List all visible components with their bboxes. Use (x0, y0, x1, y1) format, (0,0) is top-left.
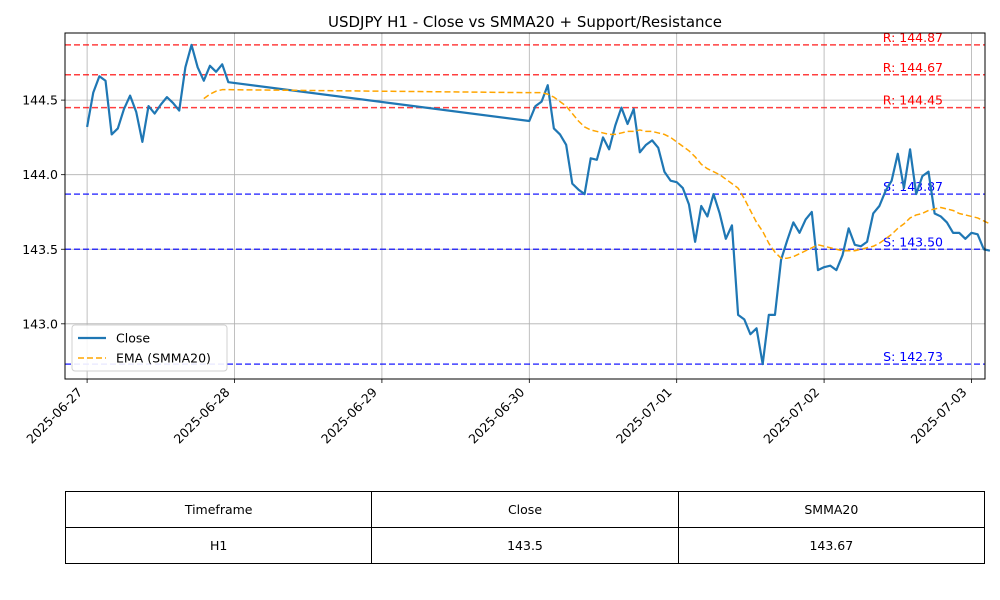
table-header: SMMA20 (677, 491, 986, 528)
legend-label: Close (116, 331, 150, 346)
support-label: S: 142.73 (883, 349, 943, 364)
x-tick-label: 2025-06-27 (23, 385, 85, 447)
x-tick-label: 2025-06-29 (318, 384, 380, 446)
table-cell: 143.67 (677, 527, 986, 564)
support-label: S: 143.50 (883, 234, 943, 249)
x-tick-label: 2025-07-01 (613, 385, 675, 447)
chart: USDJPY H1 - Close vs SMMA20 + Support/Re… (22, 13, 991, 447)
chart-title: USDJPY H1 - Close vs SMMA20 + Support/Re… (328, 13, 722, 31)
stats-table: Timeframe Close SMMA20 H1 143.5 143.67 (64, 491, 986, 564)
table-header: Timeframe (64, 491, 373, 528)
legend-label: EMA (SMMA20) (116, 351, 211, 366)
resistance-label: R: 144.67 (883, 60, 943, 75)
legend-box (71, 324, 228, 372)
series (86, 43, 991, 366)
close-line (86, 43, 991, 366)
table-cell: 143.5 (371, 527, 679, 564)
y-tick-label: 144.0 (22, 167, 58, 182)
support-label: S: 143.87 (883, 179, 943, 194)
plot-frame (64, 32, 986, 380)
x-tick-label: 2025-07-02 (760, 385, 822, 447)
table-header-row: Timeframe Close SMMA20 (64, 491, 986, 528)
y-tick-label: 143.0 (22, 316, 58, 331)
x-tick-label: 2025-07-03 (908, 385, 970, 447)
x-tick-label: 2025-06-28 (171, 384, 233, 446)
resistance-label: R: 144.45 (883, 93, 943, 108)
x-tick-label: 2025-06-30 (465, 384, 527, 446)
smma-line (203, 88, 991, 259)
table-row: H1 143.5 143.67 (64, 527, 986, 564)
legend: Close EMA (SMMA20) (71, 324, 228, 372)
table-header: Close (371, 491, 679, 528)
y-tick-label: 144.5 (22, 93, 58, 108)
axis-ticks: 2025-06-27 2025-06-28 2025-06-29 2025-06-30… (22, 93, 972, 447)
table-cell: H1 (64, 527, 373, 564)
y-tick-label: 143.5 (22, 242, 58, 257)
resistance-label: R: 144.87 (883, 30, 943, 45)
